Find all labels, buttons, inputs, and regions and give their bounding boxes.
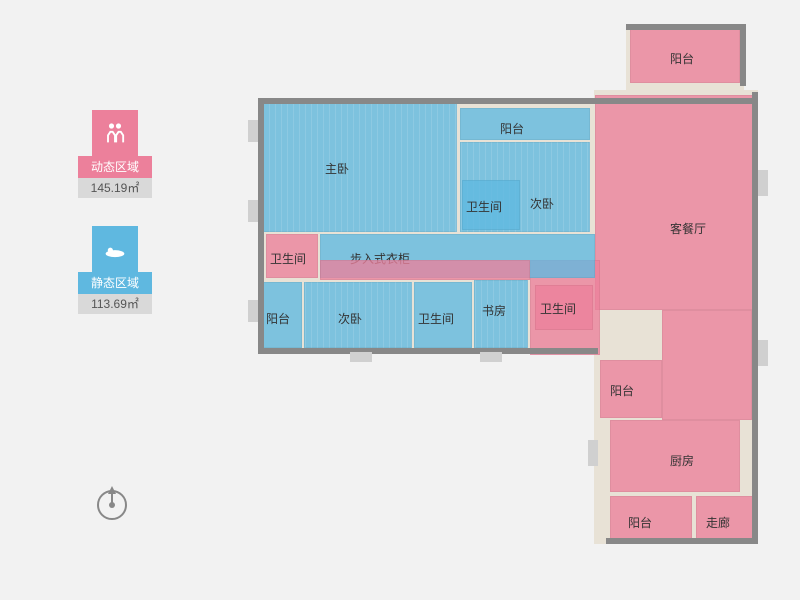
room-label-kitchen: 厨房 xyxy=(670,452,694,469)
room-living-vert xyxy=(662,310,752,420)
room-label-corridor: 走廊 xyxy=(706,514,730,531)
wall-1 xyxy=(258,98,264,352)
room-label-master-bed: 主卧 xyxy=(325,160,349,177)
room-living-dining xyxy=(595,95,755,310)
legend-item-static: 静态区域 113.69㎡ xyxy=(78,226,152,314)
legend: 动态区域 145.19㎡ 静态区域 113.69㎡ xyxy=(78,110,152,342)
room-label-study: 书房 xyxy=(482,302,506,319)
wall-notch-5 xyxy=(758,170,768,196)
legend-label-dynamic: 动态区域 xyxy=(78,156,152,178)
wall-6 xyxy=(740,24,746,86)
room-label-bath-mid: 卫生间 xyxy=(466,198,502,215)
room-label-balcony-left: 阳台 xyxy=(266,310,290,327)
room-master-bed xyxy=(262,102,457,232)
room-label-balcony-top-right: 阳台 xyxy=(670,50,694,67)
room-label-bath-center: 卫生间 xyxy=(418,310,454,327)
sleep-icon xyxy=(92,226,138,272)
legend-label-static: 静态区域 xyxy=(78,272,152,294)
people-icon xyxy=(92,110,138,156)
wall-4 xyxy=(606,538,758,544)
room-label-balcony-bottom: 阳台 xyxy=(628,514,652,531)
wall-5 xyxy=(626,24,744,30)
wall-notch-1 xyxy=(248,200,258,222)
wall-notch-3 xyxy=(350,352,372,362)
room-label-balcony-top-mid: 阳台 xyxy=(500,120,524,137)
room-label-second-bed-left: 次卧 xyxy=(338,310,362,327)
room-label-balcony-mid-right: 阳台 xyxy=(610,382,634,399)
wall-notch-6 xyxy=(758,340,768,366)
wall-notch-7 xyxy=(588,440,598,466)
compass-icon xyxy=(90,480,134,529)
room-label-bath-right: 卫生间 xyxy=(540,300,576,317)
floorplan: 阳台客餐厅卫生间阳台厨房阳台走廊阳台主卧步入式衣柜卫生间次卧卫生间阳台次卧卫生间… xyxy=(230,20,770,580)
wall-notch-0 xyxy=(248,120,258,142)
room-balcony-top-mid xyxy=(460,108,590,140)
wall-3 xyxy=(752,92,758,544)
room-hall-strip xyxy=(320,260,530,280)
room-label-bath-left: 卫生间 xyxy=(270,250,306,267)
wall-notch-2 xyxy=(248,300,258,322)
room-label-living-dining: 客餐厅 xyxy=(670,220,706,237)
wall-0 xyxy=(258,98,758,104)
legend-value-dynamic: 145.19㎡ xyxy=(78,178,152,198)
legend-item-dynamic: 动态区域 145.19㎡ xyxy=(78,110,152,198)
legend-value-static: 113.69㎡ xyxy=(78,294,152,314)
wall-2 xyxy=(258,348,598,354)
room-label-second-bed-right: 次卧 xyxy=(530,195,554,212)
wall-notch-4 xyxy=(480,352,502,362)
